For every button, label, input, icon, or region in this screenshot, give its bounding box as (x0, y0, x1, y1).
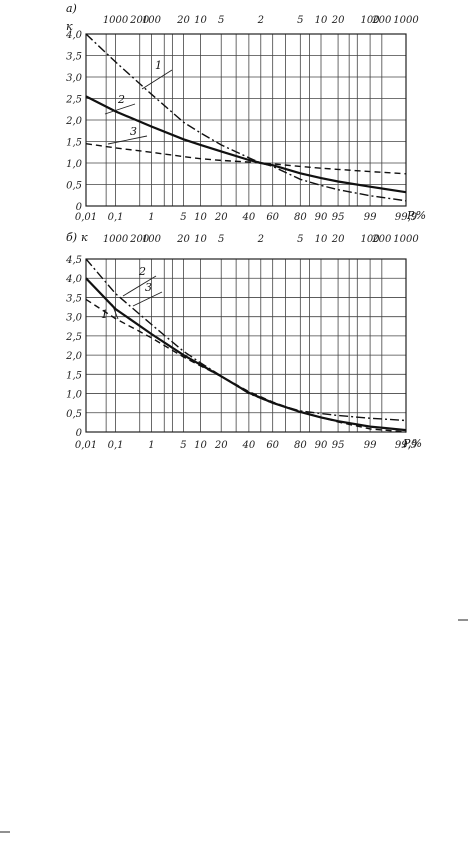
y-tick-label: 1,0 (66, 390, 83, 401)
series-label-2: 2 (138, 265, 146, 278)
y-tick-label: 2,5 (65, 95, 82, 106)
top-scale-label: 5 (297, 234, 303, 245)
top-scale-label: 200 (129, 15, 150, 26)
plot-frame (85, 258, 407, 433)
x-tick-label: 99,9 (395, 212, 418, 223)
top-scale-label: 5 (218, 15, 224, 26)
top-scale-label: 200 (371, 234, 392, 245)
y-axis-label: к (81, 231, 88, 244)
x-tick-label: 0,1 (108, 212, 124, 223)
series-label-1: 1 (155, 59, 162, 72)
x-tick-label: 80 (294, 212, 307, 223)
x-tick-label: 40 (242, 212, 256, 223)
x-tick-label: 0,01 (75, 440, 97, 451)
x-tick-label: 99,9 (395, 440, 418, 451)
top-scale-label: 2 (257, 234, 264, 245)
plot-frame (85, 33, 407, 207)
y-tick-label: 0,5 (66, 181, 82, 192)
top-scale-label: 5 (297, 15, 303, 26)
top-scale-label: 100 (142, 15, 162, 26)
y-tick-label: 4,5 (65, 255, 82, 266)
top-scale-label: 10 (315, 15, 328, 26)
x-tick-label: 95 (332, 212, 345, 223)
top-scale-label: 20 (331, 15, 345, 26)
x-tick-label: 1 (148, 212, 154, 223)
series-label-3: 3 (145, 281, 152, 294)
top-scale-label: 10 (315, 234, 328, 245)
y-tick-label: 3,5 (66, 52, 82, 63)
x-tick-label: 20 (214, 212, 228, 223)
series-line-3 (85, 143, 407, 175)
x-tick-label: 10 (194, 212, 207, 223)
top-scale-label: 20 (331, 234, 345, 245)
x-tick-label: 5 (180, 212, 186, 223)
x-tick-label: 60 (266, 440, 279, 451)
top-scale-label: 100 (142, 234, 162, 245)
chart-panel-b: 00,51,01,52,02,53,03,54,04,50,01 0,1 1 5 10 2… (65, 231, 422, 451)
x-tick-label: 20 (214, 440, 228, 451)
x-tick-label: 0,1 (108, 440, 124, 451)
chart-panel-a: 00,51,01,52,02,53,03,54,00,01 0,1 1 5 10 20 40… (65, 2, 426, 223)
x-tick-label: 90 (315, 440, 328, 451)
y-tick-label: 3,5 (66, 293, 82, 304)
series-label-1: 1 (101, 308, 108, 321)
top-scale-label: 100 (361, 234, 381, 245)
y-tick-label: 4,0 (65, 30, 83, 41)
y-tick-label: 2,5 (65, 332, 82, 343)
top-scale-label: 10 (194, 234, 207, 245)
x-tick-label: 0,01 (75, 212, 97, 223)
callout-leader (132, 291, 163, 307)
top-scale-label: 1000 (393, 234, 419, 245)
top-scale-label: 2 (257, 15, 264, 26)
callout-leader (141, 69, 173, 90)
y-axis-label: к (66, 20, 73, 33)
top-scale-label: 20 (176, 234, 190, 245)
y-tick-label: 2,0 (65, 351, 83, 362)
y-tick-label: 1,5 (66, 138, 82, 149)
y-tick-label: 2,0 (65, 116, 83, 127)
y-tick-label: 3,0 (66, 73, 83, 84)
top-scale-label: 200 (129, 234, 150, 245)
series-line-3 (85, 258, 407, 422)
x-unit-label: P,% (402, 437, 422, 450)
x-tick-label: 60 (266, 212, 279, 223)
callout-leader (104, 103, 136, 115)
top-scale-label: 5 (218, 234, 224, 245)
top-scale-label: 1000 (393, 15, 419, 26)
x-tick-label: 1 (148, 440, 154, 451)
top-scale-label: 200 (371, 15, 392, 26)
panel-label: а) (66, 2, 77, 15)
callout-leader (122, 275, 157, 297)
series-line-2 (85, 95, 407, 194)
x-tick-label: 10 (194, 440, 207, 451)
top-scale-label: 100 (361, 15, 381, 26)
top-scale-label: 10 (194, 15, 207, 26)
y-tick-label: 1,0 (66, 159, 83, 170)
series-label-3: 3 (130, 125, 137, 138)
x-tick-label: 99 (364, 212, 377, 223)
y-tick-label: 0 (76, 202, 83, 213)
series-label-2: 2 (117, 93, 125, 106)
callout-leader (107, 135, 148, 145)
y-tick-label: 3,0 (66, 313, 83, 324)
x-tick-label: 95 (332, 440, 345, 451)
x-tick-label: 80 (294, 440, 307, 451)
panel-label: б) (66, 231, 77, 244)
y-tick-label: 1,5 (66, 370, 82, 381)
x-tick-label: 99 (364, 440, 377, 451)
top-scale-label: 20 (176, 15, 190, 26)
x-tick-label: 90 (315, 212, 328, 223)
top-scale-label: 1000 (103, 15, 129, 26)
x-tick-label: 40 (242, 440, 256, 451)
y-tick-label: 0,5 (66, 409, 82, 420)
y-tick-label: 0 (76, 428, 83, 439)
x-tick-label: 5 (180, 440, 186, 451)
top-scale-label: 1000 (103, 234, 129, 245)
x-unit-label: P,% (406, 209, 426, 222)
y-tick-label: 4,0 (65, 274, 83, 285)
